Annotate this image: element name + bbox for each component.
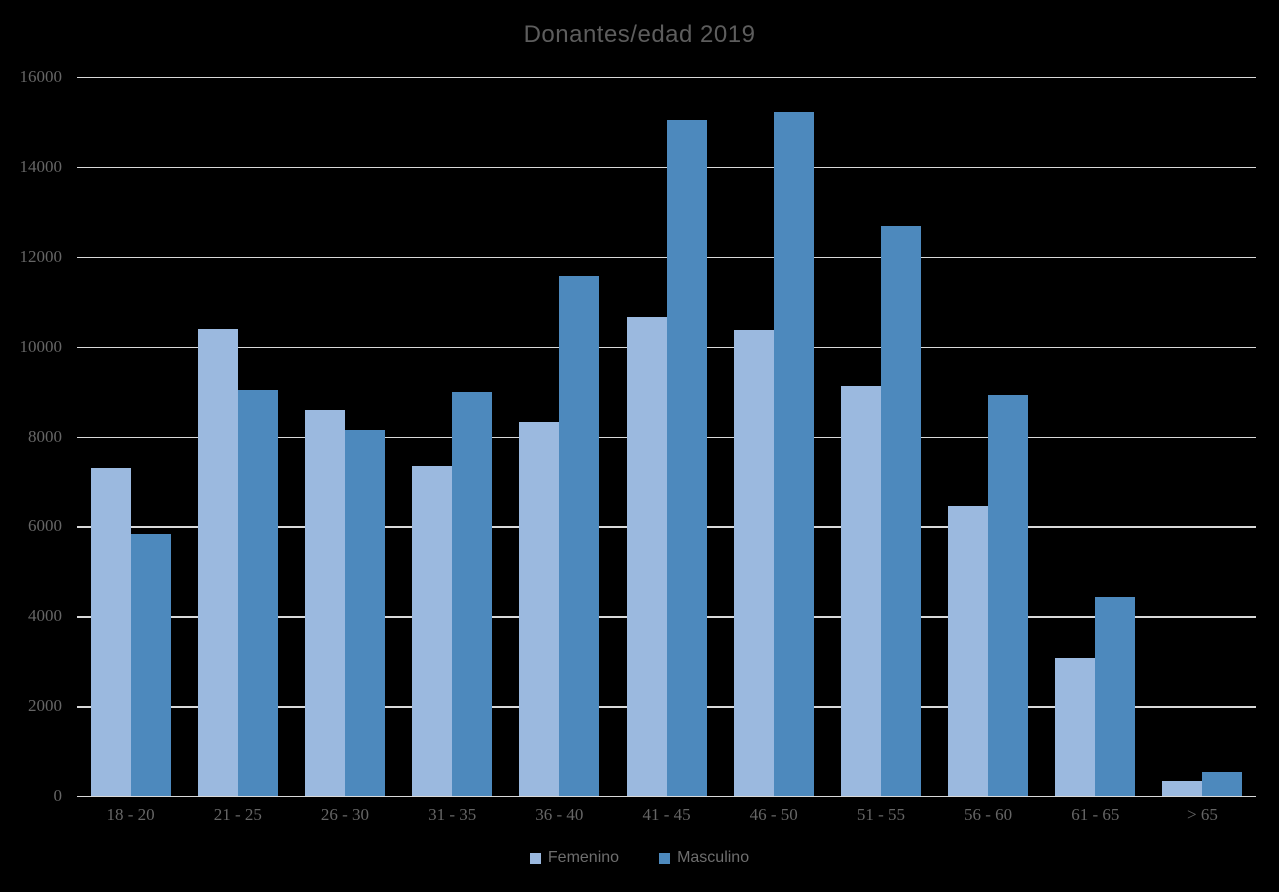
bar-femenino: [412, 465, 453, 796]
bar-masculino: [452, 392, 493, 796]
bar-group: [77, 77, 184, 796]
x-tick-label: 36 - 40: [535, 805, 584, 824]
legend-item: Femenino: [529, 849, 620, 867]
x-tick-label: 31 - 35: [428, 805, 477, 824]
gridline: [77, 796, 1256, 798]
bar-group: [720, 77, 827, 796]
bar-masculino: [773, 112, 814, 796]
x-tick-label: 21 - 25: [213, 805, 262, 824]
x-tick-label: 51 - 55: [856, 805, 905, 824]
legend-item: Masculino: [659, 849, 749, 867]
gridline: [77, 256, 1256, 259]
y-tick-label: 12000: [19, 246, 63, 266]
chart-title: Donantes/edad 2019: [523, 21, 756, 48]
bar-femenino: [948, 506, 989, 796]
bar-femenino: [90, 467, 131, 796]
bar-femenino: [519, 421, 560, 796]
y-axis: 0 2000 4000 6000 8000 10000 12000 14000 16000: [0, 67, 68, 805]
gridline: [77, 166, 1256, 169]
bar-femenino: [304, 409, 345, 796]
bar-masculino: [880, 226, 921, 796]
bar-femenino: [197, 328, 238, 796]
x-tick-label: > 65: [1187, 805, 1218, 824]
x-tick-label: 56 - 60: [964, 805, 1013, 824]
y-tick-label: 0: [53, 786, 63, 805]
bar-group: [827, 77, 934, 796]
bar-group: [399, 77, 506, 796]
x-tick-label: 41 - 45: [642, 805, 691, 824]
gridline: [77, 77, 1256, 79]
y-tick-label: 6000: [28, 516, 62, 536]
bar-masculino: [988, 395, 1029, 796]
bar-femenino: [733, 329, 774, 796]
bar-masculino: [559, 276, 600, 796]
bar-masculino: [666, 120, 707, 796]
bar-femenino: [1055, 657, 1096, 796]
bar-masculino: [237, 390, 278, 796]
plot-area: [77, 77, 1256, 798]
y-tick-label: 2000: [28, 696, 62, 716]
legend-label: Masculino: [677, 849, 750, 866]
bar-group: [1042, 77, 1149, 796]
bar-group: [506, 77, 613, 796]
legend-label: Femenino: [547, 849, 620, 866]
bar-group: [1149, 77, 1256, 796]
bar-group: [935, 77, 1042, 796]
x-tick-label: 26 - 30: [320, 805, 370, 824]
y-tick-label: 10000: [19, 336, 63, 356]
y-tick-label: 4000: [28, 606, 62, 626]
legend-swatch-icon: [529, 852, 541, 864]
y-tick-label: 8000: [28, 426, 62, 446]
x-tick-label: 61 - 65: [1071, 805, 1120, 824]
bar-femenino: [1162, 781, 1203, 796]
y-tick-label: 14000: [19, 156, 63, 176]
bar-femenino: [840, 386, 881, 796]
x-axis: 18 - 20 21 - 25 26 - 30 31 - 35 36 - 40 41 - …: [77, 805, 1256, 825]
x-tick-label: 18 - 20: [106, 805, 155, 824]
legend-swatch-icon: [659, 852, 671, 864]
bar-group: [291, 77, 398, 796]
bar-masculino: [1202, 772, 1243, 796]
x-tick-label: 46 - 50: [749, 805, 798, 824]
bars-layer: [77, 77, 1256, 796]
bar-group: [613, 77, 720, 796]
y-tick-label: 16000: [19, 67, 63, 86]
legend: Femenino Masculino: [0, 849, 1279, 867]
bar-masculino: [344, 430, 385, 796]
bar-femenino: [626, 317, 667, 796]
bar-masculino: [1095, 596, 1136, 796]
bar-group: [184, 77, 291, 796]
bar-masculino: [130, 534, 171, 796]
